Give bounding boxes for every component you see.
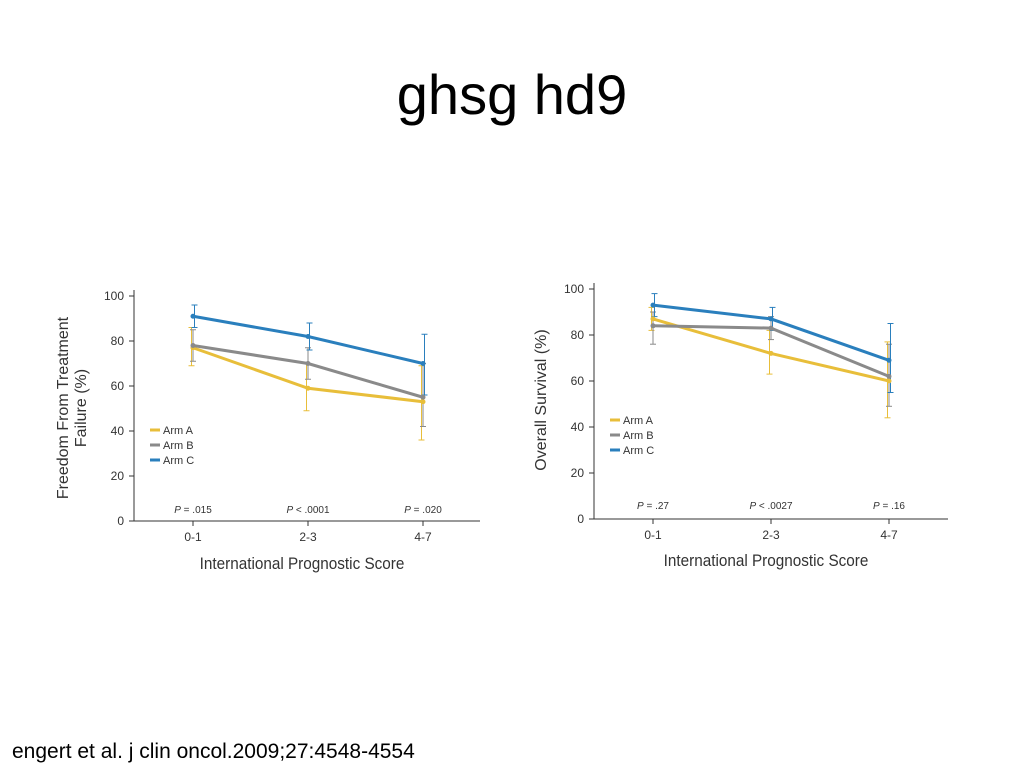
y-axis-label: Freedom From Treatment xyxy=(55,316,72,499)
arm-c-data-point xyxy=(420,361,426,366)
arm-a-data-point xyxy=(305,385,311,391)
y-tick-label: 40 xyxy=(111,424,125,438)
y-tick-label: 0 xyxy=(117,514,124,528)
x-tick-label: 2-3 xyxy=(299,530,317,544)
legend-label-arm-b: Arm B xyxy=(163,440,194,452)
arm-b-data-point xyxy=(305,361,311,366)
x-tick-label: 4-7 xyxy=(880,528,898,542)
legend-label-arm-b: Arm B xyxy=(623,430,654,442)
arm-b-data-point xyxy=(420,394,426,400)
x-axis-label: International Prognostic Score xyxy=(664,551,869,570)
p-value-label: P = .16 xyxy=(873,501,905,512)
x-axis-label: International Prognostic Score xyxy=(200,554,405,573)
y-tick-label: 100 xyxy=(104,289,124,303)
y-tick-label: 60 xyxy=(111,379,125,393)
arm-b-data-point xyxy=(190,343,196,348)
arm-c-data-point xyxy=(768,316,774,322)
p-value-label: P = .27 xyxy=(637,501,669,512)
x-tick-label: 2-3 xyxy=(762,528,780,542)
y-tick-label: 80 xyxy=(111,334,125,348)
slide-title: ghsg hd9 xyxy=(396,63,628,126)
arm-b-data-point xyxy=(650,323,656,329)
y-axis-label: Overall Survival (%) xyxy=(533,329,550,470)
y-tick-label: 0 xyxy=(577,512,584,526)
arm-a-data-point xyxy=(420,399,426,405)
x-tick-label: 4-7 xyxy=(414,530,432,544)
y-tick-label: 20 xyxy=(571,466,585,480)
y-tick-label: 60 xyxy=(571,374,585,388)
arm-c-data-point xyxy=(190,313,196,319)
arm-c-data-point xyxy=(305,334,311,339)
y-tick-label: 100 xyxy=(564,282,584,296)
arm-b-data-point xyxy=(768,325,774,331)
arm-a-data-point xyxy=(650,316,656,322)
p-value-label: P = .015 xyxy=(174,505,212,516)
x-tick-label: 0-1 xyxy=(644,528,662,542)
x-tick-label: 0-1 xyxy=(184,530,202,544)
p-value-label: P < .0027 xyxy=(749,501,793,512)
y-axis-label: Failure (%) xyxy=(73,369,90,447)
p-value-label: P < .0001 xyxy=(286,505,330,516)
arm-c-data-point xyxy=(886,357,892,363)
arm-b-data-point xyxy=(886,373,892,379)
arm-c-data-point xyxy=(650,302,656,308)
arm-a-data-point xyxy=(886,378,892,384)
y-tick-label: 20 xyxy=(111,469,125,483)
p-value-label: P = .020 xyxy=(404,505,442,516)
legend-label-arm-c: Arm C xyxy=(163,455,194,467)
legend-label-arm-c: Arm C xyxy=(623,445,654,457)
citation: engert et al. j clin oncol.2009;27:4548-… xyxy=(12,740,415,763)
y-tick-label: 40 xyxy=(571,420,585,434)
arm-a-data-point xyxy=(768,350,774,356)
legend-label-arm-a: Arm A xyxy=(163,425,194,437)
y-tick-label: 80 xyxy=(571,328,585,342)
legend-label-arm-a: Arm A xyxy=(623,415,654,427)
